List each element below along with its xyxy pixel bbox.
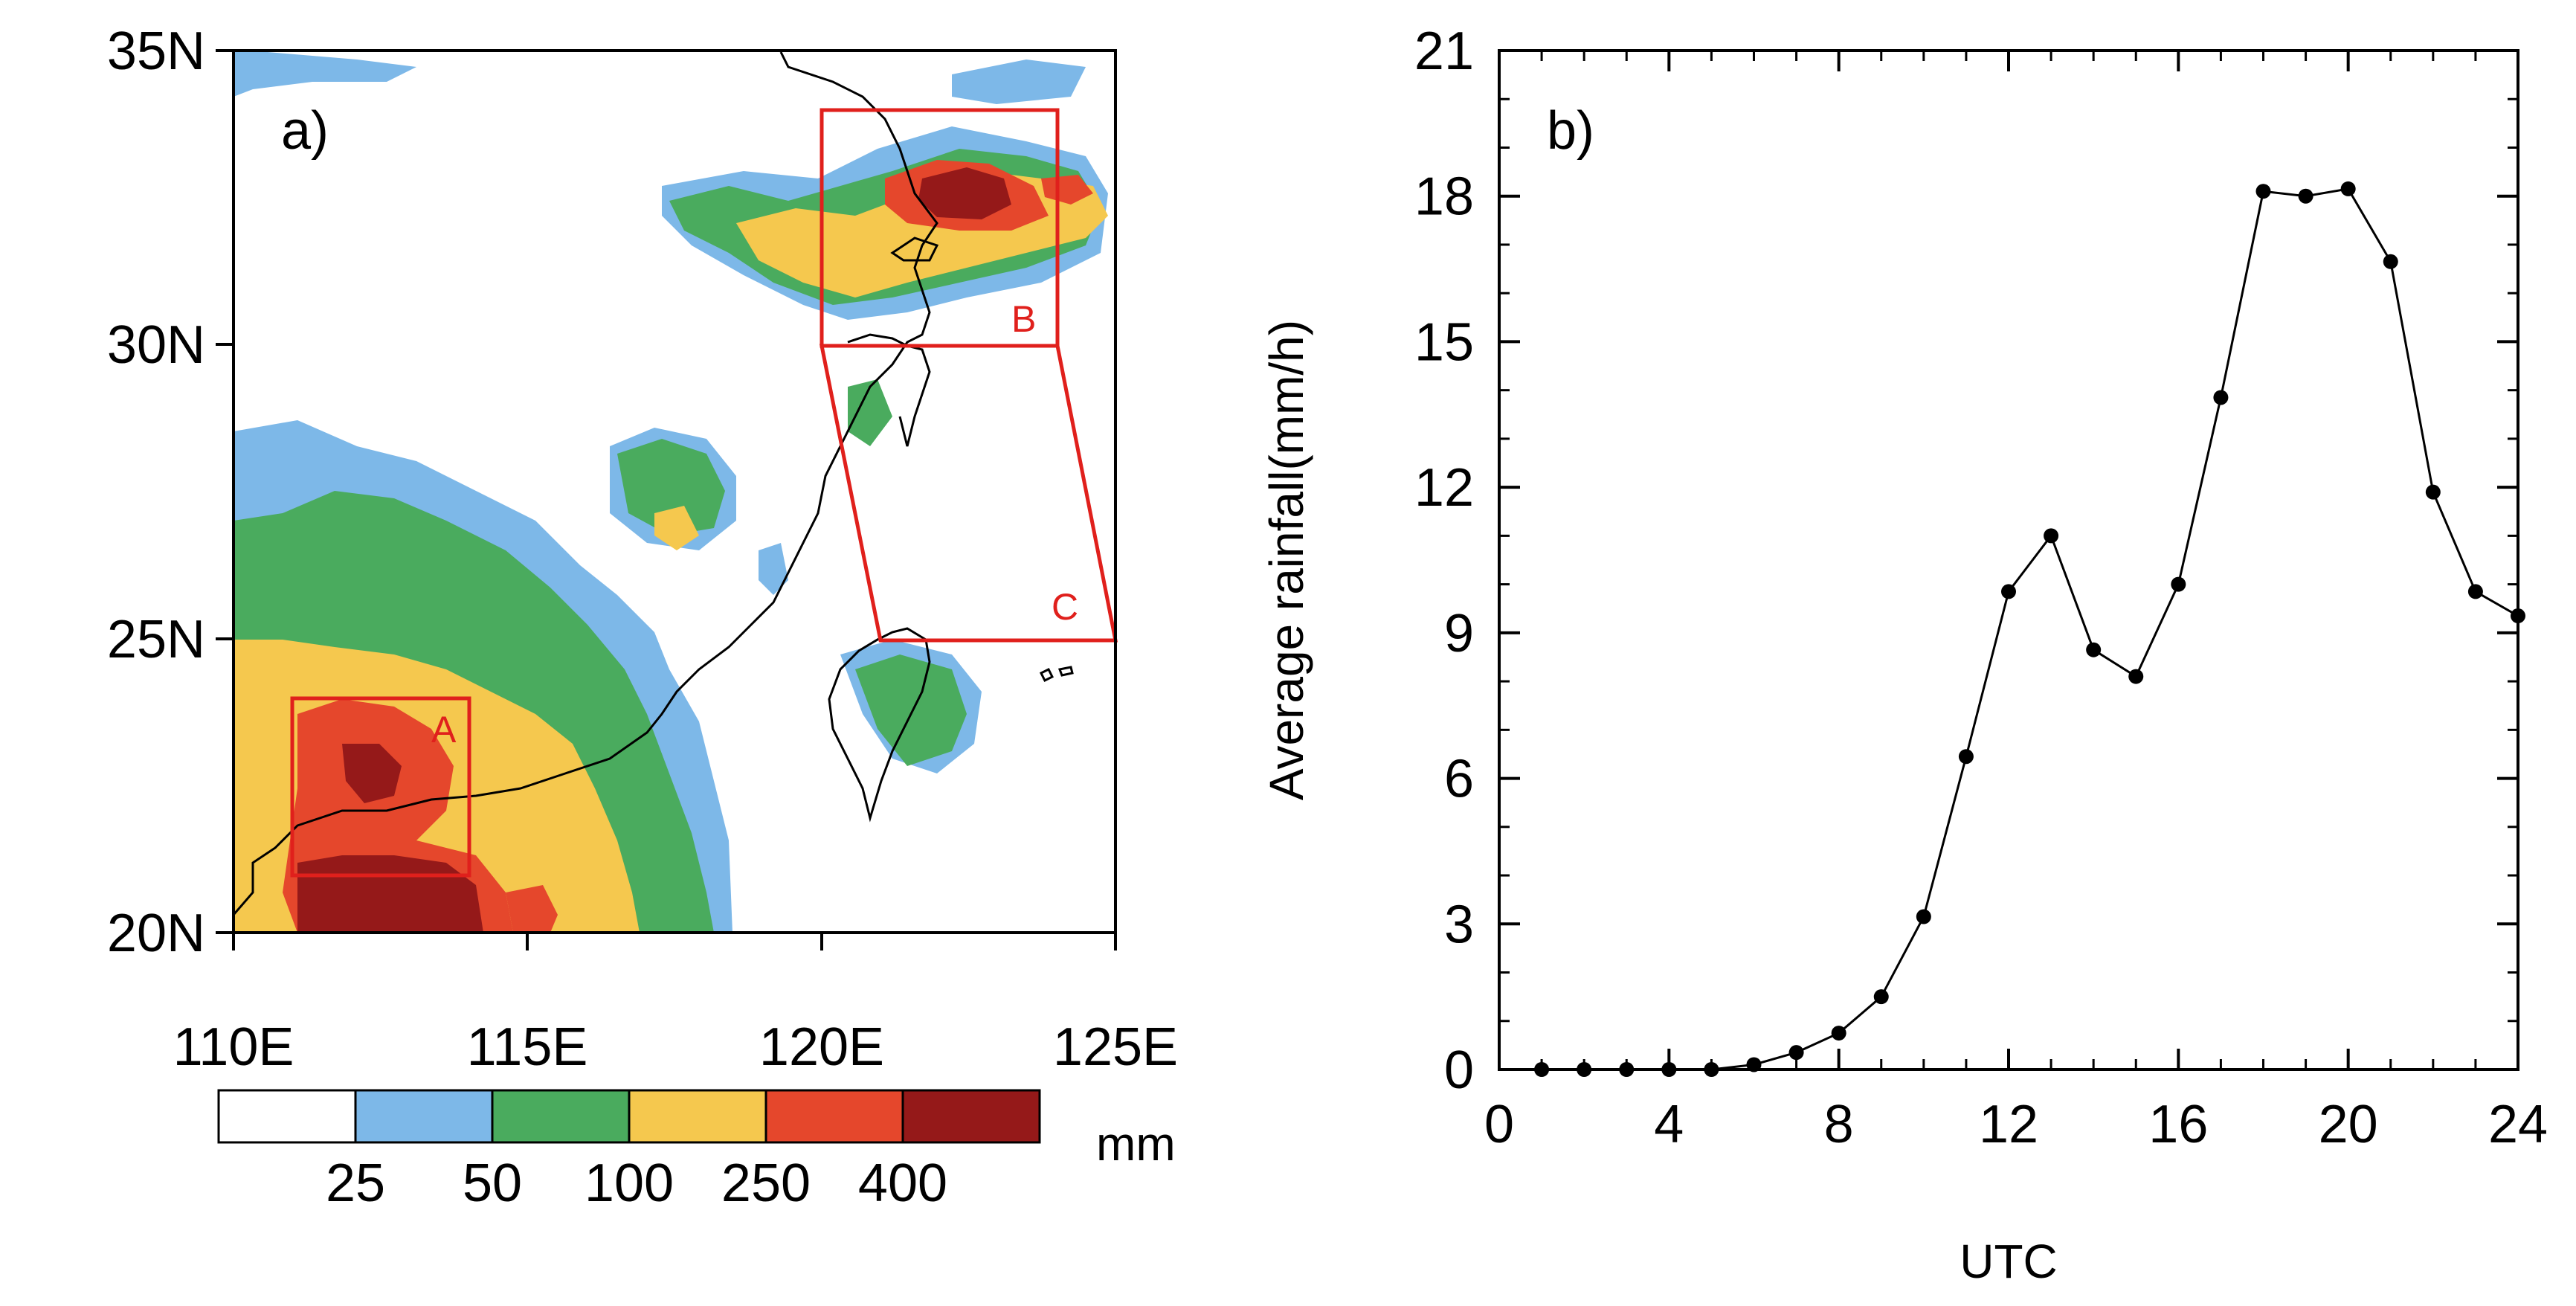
y-tick-label-12: 12 (1414, 458, 1474, 518)
map-ticks (216, 49, 1117, 950)
data-point-16 (2171, 576, 2186, 592)
lat-label-20n: 20N (107, 904, 205, 963)
lat-label-35n: 35N (107, 22, 205, 81)
data-point-15 (2128, 669, 2144, 684)
data-point-23 (2467, 584, 2483, 599)
data-point-10 (1916, 909, 1931, 924)
x-tick-label-4: 4 (1654, 1095, 1684, 1154)
region-a-label: A (431, 709, 457, 750)
data-point-4 (1661, 1062, 1677, 1077)
y-tick-label-15: 15 (1414, 312, 1474, 372)
data-point-14 (2086, 642, 2102, 657)
coastlines (234, 51, 1074, 916)
data-point-3 (1619, 1062, 1635, 1077)
data-point-21 (2383, 254, 2398, 269)
colorbar-label-250: 250 (721, 1154, 811, 1213)
data-point-13 (2044, 528, 2059, 544)
data-point-2 (1577, 1062, 1592, 1077)
y-axis-label: Average rainfall(mm/h) (1260, 320, 1313, 800)
panel-a-label: a) (281, 101, 329, 161)
x-tick-label-20: 20 (2319, 1095, 2378, 1154)
y-tick-label-0: 0 (1444, 1040, 1474, 1100)
data-point-19 (2298, 188, 2313, 204)
region-a-box (290, 696, 471, 878)
y-tick-label-18: 18 (1414, 167, 1474, 227)
colorbar-label-100: 100 (585, 1154, 674, 1213)
region-c-label: C (1052, 586, 1078, 628)
data-point-5 (1704, 1062, 1719, 1077)
data-point-20 (2340, 181, 2356, 196)
lon-label-110e: 110E (173, 1017, 294, 1077)
data-point-6 (1746, 1057, 1762, 1072)
colorbar-bin-0 (217, 1089, 357, 1144)
panel-a-map: A B C a) 35N 30N 25N 20N 110E 115E 120E (107, 22, 1178, 1213)
colorbar-bin-5 (901, 1089, 1041, 1144)
lon-label-120e: 120E (759, 1017, 884, 1077)
map-lon-labels: 110E 115E 120E 125E (173, 1017, 1178, 1077)
data-point-1 (1534, 1062, 1550, 1077)
colorbar-unit: mm (1096, 1117, 1176, 1171)
series-average-rainfall (1534, 181, 2525, 1077)
data-point-8 (1831, 1026, 1846, 1041)
y-tick-label-9: 9 (1444, 604, 1474, 663)
lon-label-115e: 115E (467, 1017, 588, 1077)
x-tick-label-24: 24 (2488, 1095, 2548, 1154)
lat-label-25n: 25N (107, 610, 205, 669)
data-point-7 (1788, 1045, 1804, 1061)
x-axis-label: UTC (1960, 1235, 2058, 1288)
y-tick-label-6: 6 (1444, 750, 1474, 809)
panel-b-line-chart: 0 4 8 12 16 20 24 0 3 6 9 12 15 18 21 b) UTC Average r… (1260, 22, 2548, 1288)
x-tick-label-16: 16 (2148, 1095, 2208, 1154)
colorbar-bin-4 (764, 1089, 904, 1144)
colorbar-label-400: 400 (858, 1154, 947, 1213)
data-point-9 (1873, 989, 1889, 1005)
colorbar: 25 50 100 250 400 mm (217, 1089, 1176, 1213)
data-point-24 (2511, 608, 2525, 624)
map-lat-labels: 35N 30N 25N 20N (107, 22, 205, 963)
series-line (1542, 187, 2519, 1071)
data-point-22 (2425, 484, 2441, 500)
x-tick-label-0: 0 (1484, 1095, 1514, 1154)
colorbar-label-25: 25 (326, 1154, 385, 1213)
colorbar-label-50: 50 (463, 1154, 522, 1213)
y-tick-label-21: 21 (1414, 22, 1474, 81)
panel-b-label: b) (1547, 101, 1594, 161)
x-tick-label-12: 12 (1979, 1095, 2038, 1154)
data-point-12 (2001, 584, 2016, 599)
colorbar-bin-2 (491, 1089, 631, 1144)
lon-label-125e: 125E (1053, 1017, 1178, 1077)
lat-label-30n: 30N (107, 315, 205, 375)
region-b-label: B (1011, 298, 1036, 340)
data-point-17 (2213, 390, 2229, 405)
map-frame (232, 49, 1117, 934)
y-tick-label-3: 3 (1444, 895, 1474, 954)
plot-frame (1498, 49, 2519, 1071)
data-point-11 (1958, 749, 1974, 765)
data-point-18 (2255, 184, 2271, 199)
x-tick-label-8: 8 (1824, 1095, 1854, 1154)
plot-axes: 0 4 8 12 16 20 24 0 3 6 9 12 15 18 21 (1414, 22, 2548, 1154)
colorbar-bin-3 (628, 1089, 767, 1144)
colorbar-bin-1 (354, 1089, 494, 1144)
